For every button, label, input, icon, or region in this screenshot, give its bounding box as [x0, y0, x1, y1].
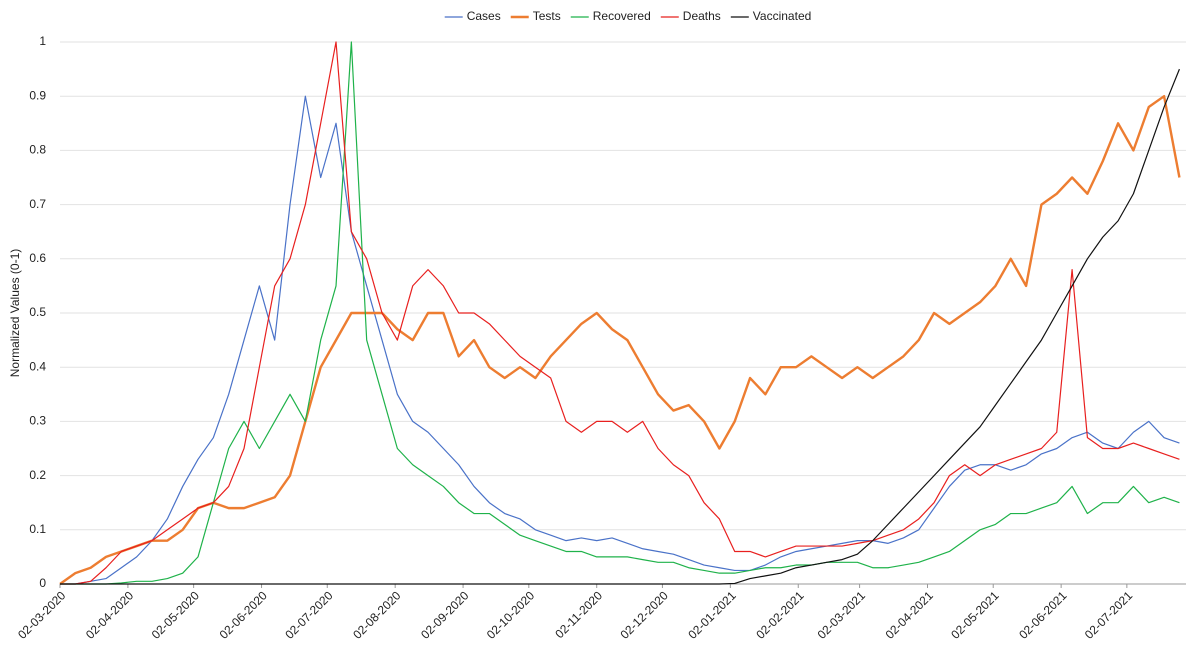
- legend-item: Deaths: [660, 9, 721, 23]
- legend-label: Recovered: [593, 9, 651, 23]
- y-tick-label: 0.8: [29, 143, 46, 157]
- y-tick-label: 0.4: [29, 359, 46, 373]
- series-line: [60, 95, 1180, 585]
- x-tick-label: 02-05-2020: [149, 588, 203, 642]
- x-tick-label: 02-12-2020: [617, 588, 671, 642]
- series-line: [59, 95, 1181, 585]
- x-tick-label: 02-03-2020: [15, 588, 69, 642]
- x-tick-label: 02-04-2020: [83, 588, 137, 642]
- series-line: [60, 68, 1180, 585]
- y-tick-label: 0.6: [29, 251, 46, 265]
- y-axis-title: Normalized Values (0-1): [8, 249, 22, 378]
- legend-item: Vaccinated: [730, 9, 811, 23]
- x-tick-label: 02-03-2021: [815, 588, 869, 642]
- lines: [59, 41, 1181, 585]
- y-tick-label: 0.9: [29, 88, 46, 102]
- y-tick-label: 0.3: [29, 414, 46, 428]
- x-tick-label: 02-01-2021: [685, 588, 739, 642]
- x-tick-label: 02-04-2021: [883, 588, 937, 642]
- x-tick-label: 02-02-2021: [753, 588, 807, 642]
- x-tick-label: 02-08-2020: [350, 588, 404, 642]
- x-tick-label: 02-07-2021: [1082, 588, 1136, 642]
- x-tick-label: 02-05-2021: [948, 588, 1002, 642]
- legend-label: Vaccinated: [753, 9, 811, 23]
- x-tick-label: 02-10-2020: [484, 588, 538, 642]
- y-tick-label: 0.5: [29, 305, 46, 319]
- y-tick-label: 0.7: [29, 197, 46, 211]
- y-tick-label: 0.1: [29, 522, 46, 536]
- x-tick-label: 02-09-2020: [418, 588, 472, 642]
- y-tick-label: 0: [39, 576, 46, 590]
- legend-item: Recovered: [570, 9, 651, 23]
- x-tick-label: 02-07-2020: [282, 588, 336, 642]
- legend-item: Tests: [510, 9, 561, 23]
- y-tick-label: 1: [39, 34, 46, 48]
- grid: 0 0.1 0.2 0.3 0.4 0.5 0.6 0.7 0.8 0.9 1 02-03-2020 0…: [15, 34, 1186, 642]
- series-line: [60, 41, 1180, 585]
- legend: Cases Tests Recovered Deaths Vaccinated: [444, 9, 811, 23]
- x-tick-label: 02-06-2020: [217, 588, 271, 642]
- x-tick-label: 02-06-2021: [1016, 588, 1070, 642]
- legend-label: Deaths: [683, 9, 721, 23]
- x-tick-label: 02-11-2020: [552, 588, 605, 641]
- legend-label: Tests: [533, 9, 561, 23]
- y-tick-label: 0.2: [29, 468, 46, 482]
- legend-item: Cases: [444, 9, 501, 23]
- series-line: [60, 41, 1180, 585]
- legend-label: Cases: [467, 9, 501, 23]
